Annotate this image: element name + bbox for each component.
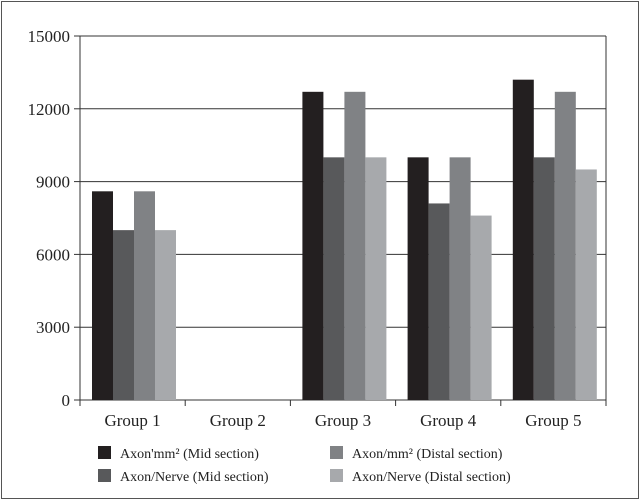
- bar: [113, 230, 134, 400]
- legend: Axon'mm² (Mid section) Axon/Nerve (Mid se…: [98, 446, 511, 485]
- x-tick-label: Group 3: [315, 411, 371, 430]
- y-tick-label: 3000: [36, 318, 70, 337]
- legend-label: Axon'mm² (Mid section): [120, 447, 259, 462]
- bar: [512, 79, 534, 401]
- bar: [533, 157, 555, 400]
- x-tick-label: Group 1: [104, 411, 160, 430]
- x-tick-label: Group 2: [210, 411, 266, 430]
- y-tick-label: 0: [62, 391, 71, 410]
- bar: [470, 215, 492, 400]
- legend-swatch: [330, 446, 343, 459]
- y-tick-label: 12000: [28, 100, 71, 119]
- legend-label: Axon/mm² (Distal section): [352, 447, 503, 462]
- legend-label: Axon/Nerve (Distal section): [352, 470, 511, 485]
- bar: [92, 191, 113, 400]
- bar: [449, 157, 471, 400]
- bars: [92, 79, 597, 401]
- bar: [134, 191, 155, 400]
- bar: [323, 157, 345, 400]
- bar: [155, 230, 176, 400]
- bar: [344, 91, 366, 401]
- bar: [554, 91, 576, 401]
- bar: [365, 157, 387, 400]
- bar: [428, 203, 450, 400]
- axes: 0 3000 6000 9000 12000 15000 Group 1 Group 2 Gro…: [28, 27, 607, 430]
- x-tick-label: Group 5: [525, 411, 581, 430]
- legend-swatch: [98, 446, 111, 459]
- y-tick-label: 6000: [36, 245, 70, 264]
- y-tick-label: 15000: [28, 27, 71, 46]
- legend-swatch: [330, 469, 343, 482]
- bar: [407, 157, 429, 400]
- legend-label: Axon/Nerve (Mid section): [120, 470, 269, 485]
- x-tick-label: Group 4: [420, 411, 477, 430]
- bar: [302, 91, 324, 401]
- y-tick-label: 9000: [36, 173, 70, 192]
- legend-swatch: [98, 469, 111, 482]
- bar: [575, 169, 597, 400]
